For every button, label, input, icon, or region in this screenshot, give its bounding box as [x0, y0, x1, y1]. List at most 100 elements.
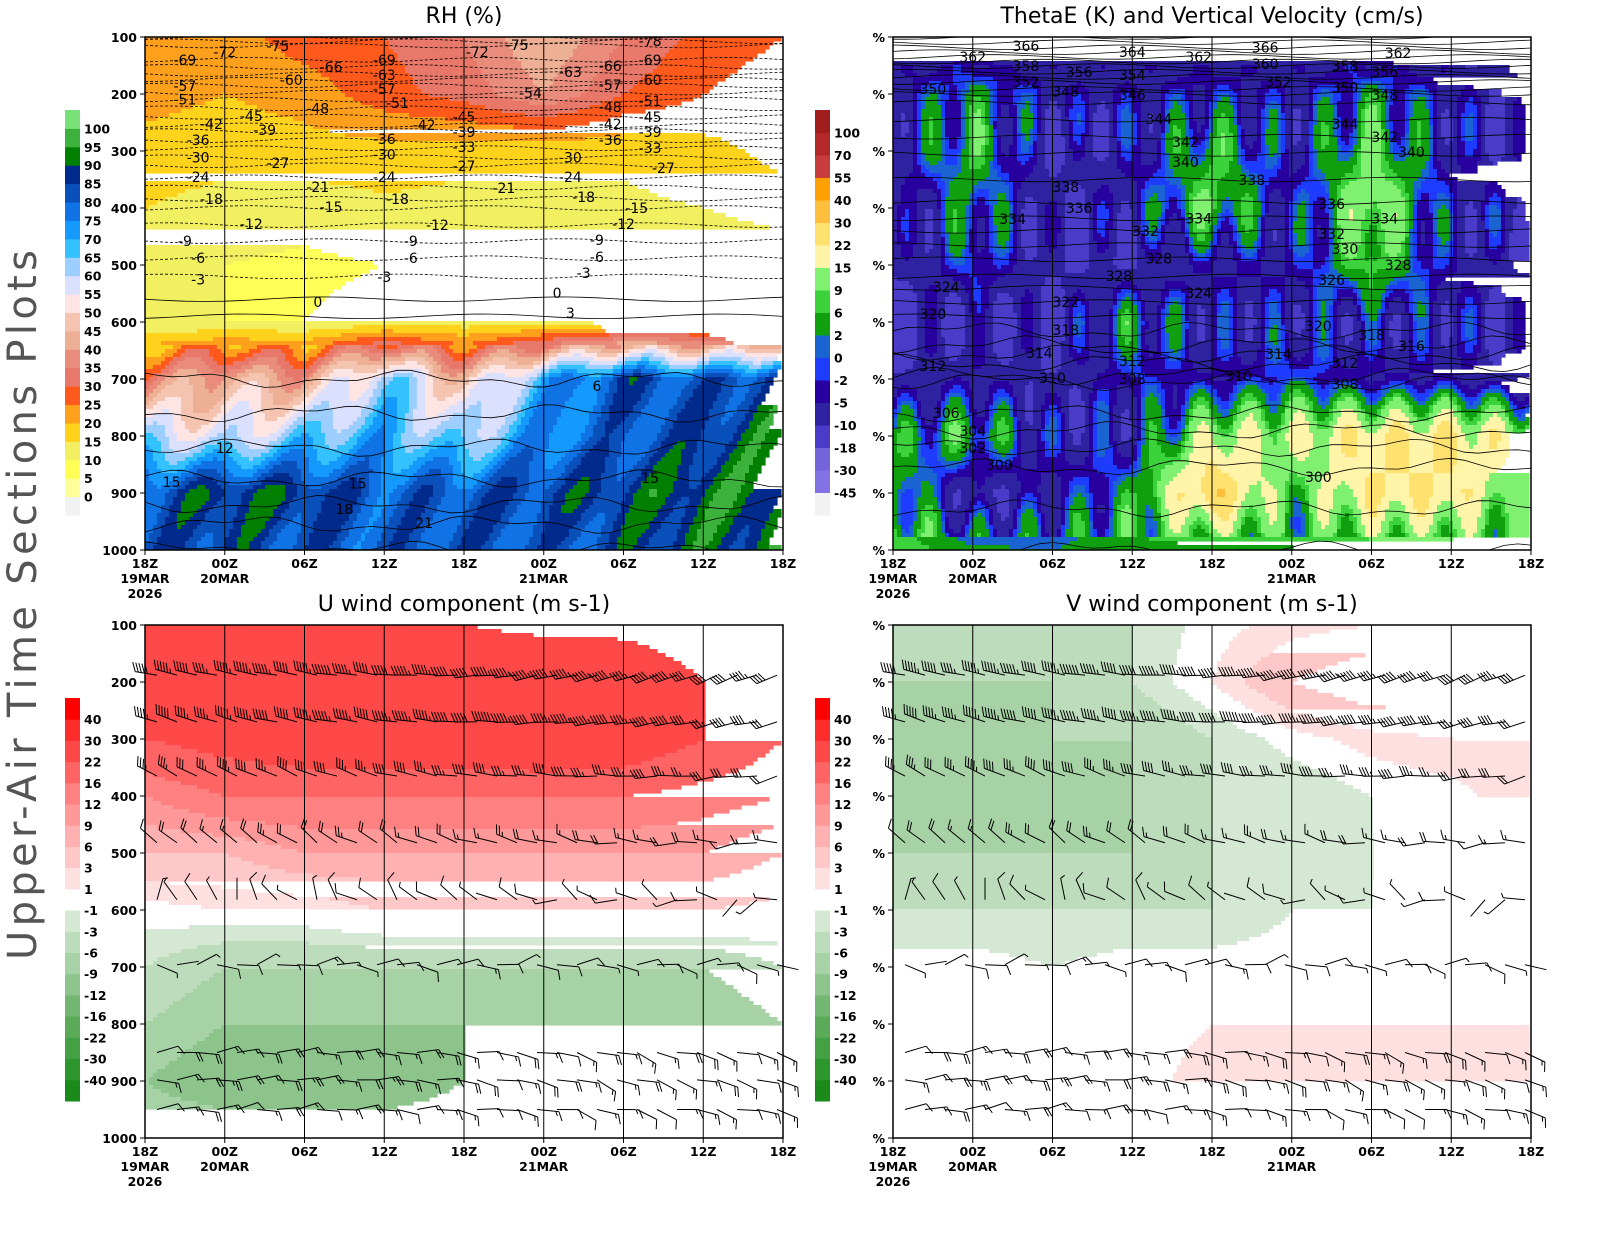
contour-cell — [1093, 205, 1098, 210]
contour-cell — [913, 145, 918, 150]
contour-cell — [1189, 121, 1198, 126]
contour-cell — [1437, 173, 1450, 178]
contour-cell — [1413, 105, 1426, 110]
contour-cell — [309, 461, 322, 466]
contour-cell — [145, 57, 294, 62]
contour-cell — [1093, 213, 1098, 218]
contour-cell — [1085, 153, 1094, 158]
contour-cell — [1393, 153, 1410, 158]
contour-cell — [277, 521, 290, 526]
contour-cell — [1137, 201, 1142, 206]
contour-cell — [1437, 113, 1442, 118]
contour-cell — [1329, 89, 1338, 94]
contour-cell — [1041, 93, 1066, 98]
contour-cell — [677, 353, 702, 358]
contour-cell — [1165, 197, 1170, 202]
colorbar-label: 55 — [84, 287, 101, 302]
contour-cell — [1329, 101, 1334, 106]
contour-cell — [373, 189, 402, 194]
contour-cell — [165, 517, 178, 522]
contour-cell — [1117, 145, 1122, 150]
contour-cell — [901, 125, 910, 130]
contour-cell — [225, 285, 342, 290]
contour-cell — [997, 197, 1006, 202]
contour-cell — [773, 365, 782, 370]
contour-cell — [1153, 125, 1162, 130]
contour-cell — [173, 429, 190, 434]
contour-cell — [893, 161, 914, 166]
contour-cell — [1353, 101, 1358, 106]
contour-cell — [481, 497, 514, 502]
contour-cell — [1465, 153, 1474, 158]
contour-cell — [1313, 93, 1318, 98]
contour-cell — [469, 361, 478, 366]
contour-cell — [1473, 117, 1478, 122]
contour-cell — [1093, 141, 1110, 146]
contour-cell — [953, 77, 994, 82]
contour-cell — [225, 489, 246, 494]
colorbar-swatch — [65, 312, 80, 332]
contour-cell — [1257, 121, 1262, 126]
contour-line — [145, 238, 783, 244]
contour-cell — [181, 413, 218, 418]
contour-cell — [333, 413, 362, 418]
contour-cell — [281, 433, 290, 438]
contour-cell — [201, 449, 214, 454]
contour-cell — [173, 413, 182, 418]
contour-cell — [145, 469, 150, 474]
contour-cell — [969, 109, 978, 114]
contour-cell — [1457, 201, 1470, 206]
contour-cell — [381, 393, 410, 398]
contour-cell — [1181, 177, 1202, 182]
colorbar-label: 20 — [84, 416, 102, 431]
contour-cell — [1257, 69, 1298, 74]
contour-cell — [1389, 137, 1394, 142]
contour-cell — [357, 337, 422, 342]
contour-cell — [549, 377, 586, 382]
contour-cell — [237, 353, 254, 358]
contour-cell — [1405, 117, 1410, 122]
contour-cell — [929, 93, 938, 98]
contour-cell — [345, 461, 358, 466]
contour-cell — [145, 349, 166, 354]
contour-cell — [581, 513, 598, 518]
contour-cell — [1133, 97, 1142, 102]
x-tick-label: 00Z — [212, 556, 238, 571]
contour-cell — [257, 477, 266, 482]
contour-cell — [489, 469, 498, 474]
contour-cell — [1241, 205, 1254, 210]
contour-cell — [1089, 93, 1114, 98]
contour-cell — [549, 365, 558, 370]
contour-cell — [225, 541, 238, 546]
contour-cell — [1517, 197, 1522, 202]
contour-cell — [469, 49, 514, 54]
contour-cell — [145, 153, 750, 158]
contour-cell — [145, 405, 154, 410]
contour-cell — [937, 69, 954, 74]
contour-cell — [1305, 209, 1310, 214]
contour-cell — [1153, 129, 1162, 134]
contour-cell — [1269, 205, 1286, 210]
contour-cell — [157, 385, 166, 390]
contour-cell — [517, 425, 526, 430]
contour-cell — [393, 537, 410, 542]
contour-cell — [409, 377, 418, 382]
contour-cell — [309, 401, 322, 406]
contour-cell — [1313, 213, 1330, 218]
contour-cell — [297, 513, 302, 518]
contour-cell — [1309, 125, 1314, 130]
contour-cell — [1341, 181, 1350, 186]
contour-cell — [1381, 133, 1386, 138]
contour-cell — [365, 417, 374, 422]
contour-cell — [1353, 137, 1358, 142]
contour-cell — [985, 177, 1002, 182]
contour-cell — [1317, 113, 1334, 118]
contour-cell — [245, 101, 362, 106]
contour-cell — [381, 389, 410, 394]
contour-cell — [1261, 117, 1266, 122]
contour-cell — [309, 373, 314, 378]
contour-cell — [693, 453, 722, 458]
contour-cell — [1333, 117, 1338, 122]
contour-cell — [1461, 117, 1466, 122]
contour-cell — [189, 469, 198, 474]
